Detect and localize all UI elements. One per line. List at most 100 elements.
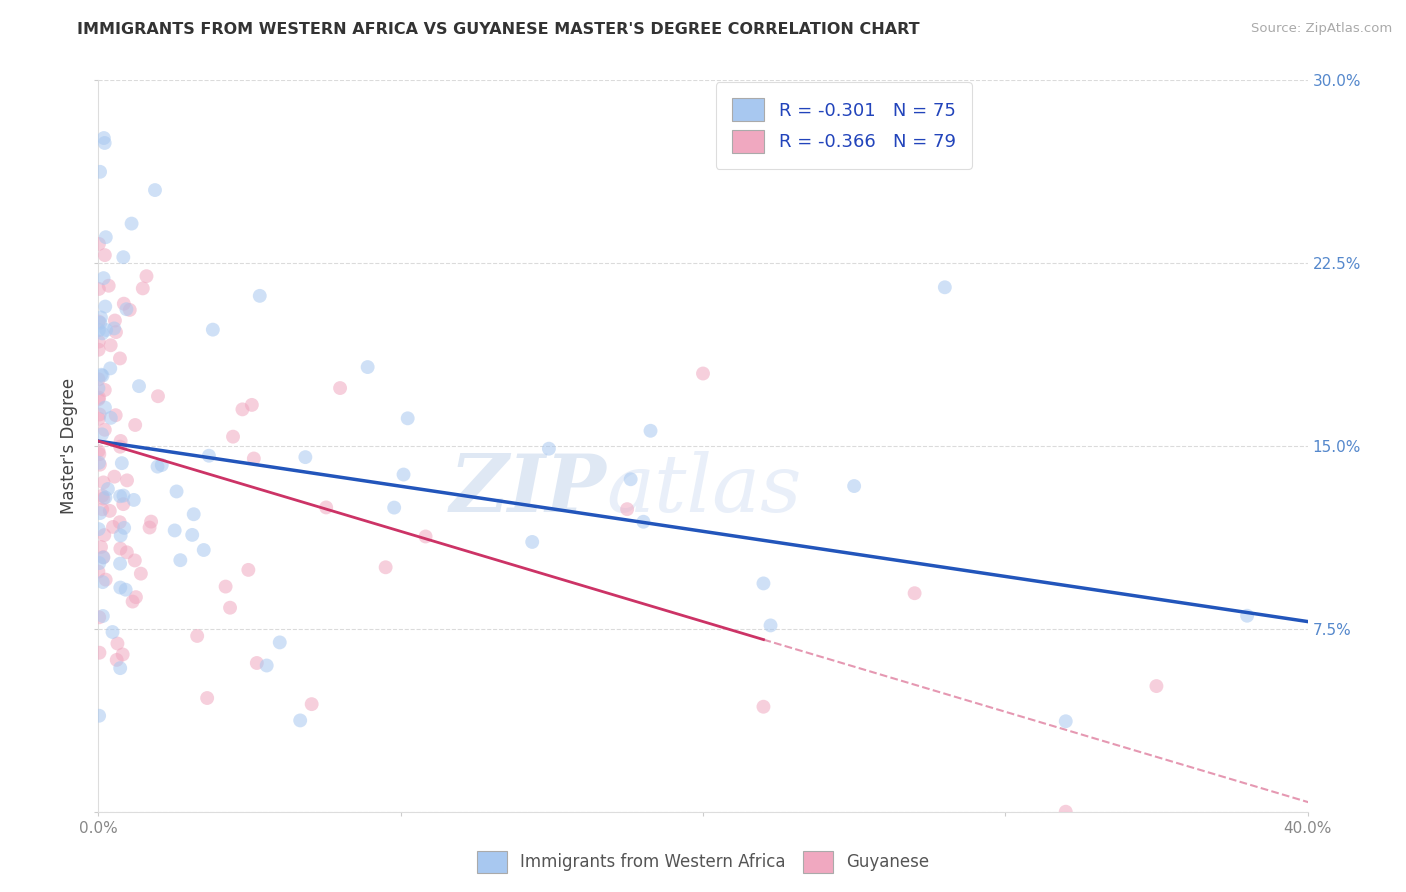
Point — [537, 442, 560, 456]
Point — [135, 269, 157, 284]
Point — [87, 381, 110, 395]
Point — [315, 500, 337, 515]
Point — [132, 281, 155, 295]
Point — [166, 484, 188, 499]
Point — [1236, 608, 1258, 623]
Point — [111, 456, 134, 470]
Point — [97, 278, 120, 293]
Point — [112, 489, 135, 503]
Point — [110, 541, 132, 556]
Point — [93, 131, 115, 145]
Point — [183, 508, 205, 522]
Point — [100, 410, 122, 425]
Point — [108, 515, 131, 529]
Point — [181, 528, 204, 542]
Point — [186, 629, 208, 643]
Point — [87, 392, 110, 407]
Point — [118, 302, 141, 317]
Point — [108, 351, 131, 366]
Point — [129, 566, 152, 581]
Point — [269, 635, 291, 649]
Point — [1144, 679, 1167, 693]
Point — [246, 656, 269, 670]
Point — [94, 401, 117, 415]
Point — [91, 326, 114, 341]
Point — [89, 556, 111, 570]
Point — [692, 367, 714, 381]
Point — [103, 321, 125, 335]
Point — [94, 423, 117, 437]
Point — [97, 482, 120, 496]
Legend: Immigrants from Western Africa, Guyanese: Immigrants from Western Africa, Guyanese — [471, 845, 935, 880]
Point — [89, 165, 111, 179]
Point — [620, 472, 643, 486]
Point — [243, 451, 266, 466]
Point — [238, 563, 260, 577]
Point — [98, 504, 121, 518]
Point — [114, 582, 136, 597]
Point — [231, 402, 253, 417]
Point — [128, 379, 150, 393]
Point — [193, 543, 215, 558]
Point — [104, 313, 127, 327]
Point — [94, 491, 117, 505]
Point — [146, 389, 169, 403]
Point — [91, 489, 114, 503]
Point — [101, 625, 124, 640]
Point — [94, 248, 117, 262]
Point — [93, 528, 115, 542]
Point — [103, 469, 125, 483]
Point — [356, 360, 378, 375]
Point — [93, 550, 115, 565]
Text: atlas: atlas — [606, 451, 801, 529]
Point — [219, 600, 242, 615]
Point — [382, 500, 405, 515]
Point — [104, 325, 127, 339]
Point — [124, 553, 146, 567]
Point — [374, 560, 396, 574]
Point — [124, 417, 146, 432]
Text: IMMIGRANTS FROM WESTERN AFRICA VS GUYANESE MASTER'S DEGREE CORRELATION CHART: IMMIGRANTS FROM WESTERN AFRICA VS GUYANE… — [77, 22, 920, 37]
Point — [98, 361, 121, 376]
Point — [87, 522, 110, 536]
Point — [329, 381, 352, 395]
Point — [108, 557, 131, 571]
Point — [87, 282, 110, 296]
Point — [290, 714, 312, 728]
Point — [94, 383, 117, 397]
Point — [94, 573, 117, 587]
Point — [112, 296, 135, 310]
Point — [198, 449, 221, 463]
Point — [110, 434, 132, 448]
Point — [91, 502, 114, 516]
Point — [214, 580, 236, 594]
Point — [195, 691, 218, 706]
Point — [87, 343, 110, 357]
Point — [108, 440, 131, 454]
Point — [1054, 805, 1077, 819]
Point — [122, 492, 145, 507]
Legend: R = -0.301   N = 75, R = -0.366   N = 79: R = -0.301 N = 75, R = -0.366 N = 79 — [716, 82, 972, 169]
Point — [87, 236, 110, 251]
Point — [87, 411, 110, 425]
Point — [163, 524, 186, 538]
Point — [115, 474, 138, 488]
Point — [396, 411, 419, 425]
Point — [415, 529, 437, 543]
Point — [110, 528, 132, 542]
Point — [150, 458, 173, 472]
Point — [139, 515, 162, 529]
Point — [616, 502, 638, 516]
Point — [89, 610, 111, 624]
Point — [752, 576, 775, 591]
Text: Source: ZipAtlas.com: Source: ZipAtlas.com — [1251, 22, 1392, 36]
Point — [89, 506, 111, 520]
Point — [112, 497, 135, 511]
Point — [112, 521, 135, 535]
Point — [91, 427, 114, 442]
Point — [89, 316, 111, 330]
Point — [121, 217, 143, 231]
Point — [904, 586, 927, 600]
Point — [90, 310, 112, 325]
Point — [108, 489, 131, 503]
